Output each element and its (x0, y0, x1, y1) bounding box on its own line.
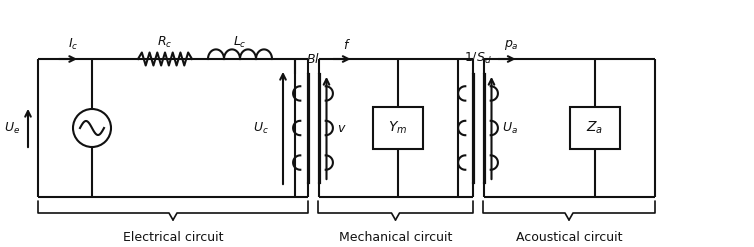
Text: Acoustical circuit: Acoustical circuit (516, 231, 622, 244)
Text: $Bl$: $Bl$ (306, 52, 320, 66)
Text: $U_a$: $U_a$ (501, 121, 517, 136)
Text: $U_e$: $U_e$ (4, 121, 20, 136)
Text: $R_c$: $R_c$ (158, 35, 173, 50)
Text: $Z_a$: $Z_a$ (587, 120, 603, 136)
Text: $I_c$: $I_c$ (68, 37, 78, 52)
Text: Electrical circuit: Electrical circuit (123, 231, 223, 244)
Text: $p_a$: $p_a$ (504, 38, 519, 52)
Text: $v$: $v$ (336, 122, 346, 135)
Text: $f$: $f$ (342, 38, 351, 52)
Bar (570, 107, 620, 149)
Text: $U_c$: $U_c$ (253, 121, 269, 136)
Text: $1/S_d$: $1/S_d$ (464, 51, 492, 66)
Text: $L_c$: $L_c$ (233, 35, 247, 50)
Text: $Y_m$: $Y_m$ (388, 120, 408, 136)
Text: Mechanical circuit: Mechanical circuit (339, 231, 452, 244)
Bar (373, 107, 423, 149)
